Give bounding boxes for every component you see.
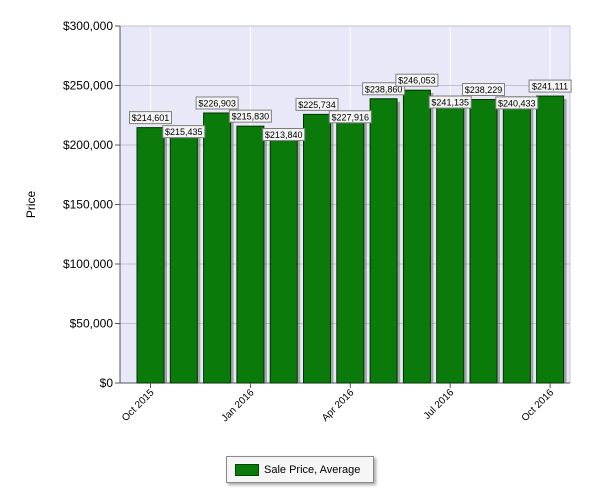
bar <box>402 89 431 384</box>
bar <box>336 111 365 384</box>
data-label: $241,111 <box>532 82 568 92</box>
x-tick-label: Jul 2016 <box>422 387 457 422</box>
data-label-box <box>262 128 306 142</box>
bar <box>169 126 198 384</box>
y-tick-label: $0 <box>100 376 114 390</box>
bar <box>436 95 465 384</box>
data-label: $215,435 <box>165 127 203 137</box>
legend-swatch <box>235 463 259 476</box>
data-label-box <box>195 96 239 110</box>
data-label-box <box>162 125 206 139</box>
bar <box>502 96 531 384</box>
data-label: $240,433 <box>498 98 536 108</box>
bar <box>469 99 498 384</box>
data-label-box <box>462 83 505 97</box>
data-label-box <box>295 97 339 111</box>
data-label-box <box>228 109 272 123</box>
data-label: $214,601 <box>132 113 170 123</box>
y-tick-label: $200,000 <box>63 138 113 152</box>
y-tick-label: $150,000 <box>63 198 113 212</box>
bar <box>236 125 265 384</box>
data-label: $213,840 <box>265 130 303 140</box>
bar <box>536 95 565 384</box>
data-label-box <box>528 79 572 93</box>
legend-label: Sale Price, Average <box>264 463 361 476</box>
y-tick-label: $250,000 <box>63 79 113 93</box>
data-label: $241,135 <box>431 98 469 108</box>
data-label-box <box>362 82 406 96</box>
data-label-box <box>428 95 472 109</box>
x-tick-label: Jan 2016 <box>220 387 257 424</box>
y-tick-label: $50,000 <box>70 317 114 331</box>
data-label: $225,734 <box>298 100 336 110</box>
x-tick-label: Apr 2016 <box>320 387 357 424</box>
x-tick-label: Oct 2015 <box>120 387 157 424</box>
y-tick-label: $300,000 <box>63 19 113 33</box>
bar <box>303 113 331 384</box>
data-label-box <box>495 96 539 110</box>
data-label: $238,860 <box>365 84 403 94</box>
data-label-box <box>395 73 439 87</box>
bar <box>136 127 165 384</box>
bar <box>203 112 232 384</box>
bar <box>269 128 298 384</box>
data-label: $215,830 <box>232 112 270 122</box>
data-label: $246,053 <box>398 76 436 86</box>
y-tick-label: $100,000 <box>63 257 113 271</box>
x-tick-label: Oct 2016 <box>520 387 557 424</box>
data-label: $238,229 <box>465 85 503 95</box>
data-label-box <box>328 110 372 124</box>
bar <box>369 98 398 384</box>
y-axis-title: Price <box>24 191 38 219</box>
data-label: $226,903 <box>198 98 236 108</box>
data-label-box <box>129 111 172 125</box>
data-label: $227,916 <box>332 112 370 122</box>
chart-legend: Sale Price, Average <box>226 456 374 483</box>
